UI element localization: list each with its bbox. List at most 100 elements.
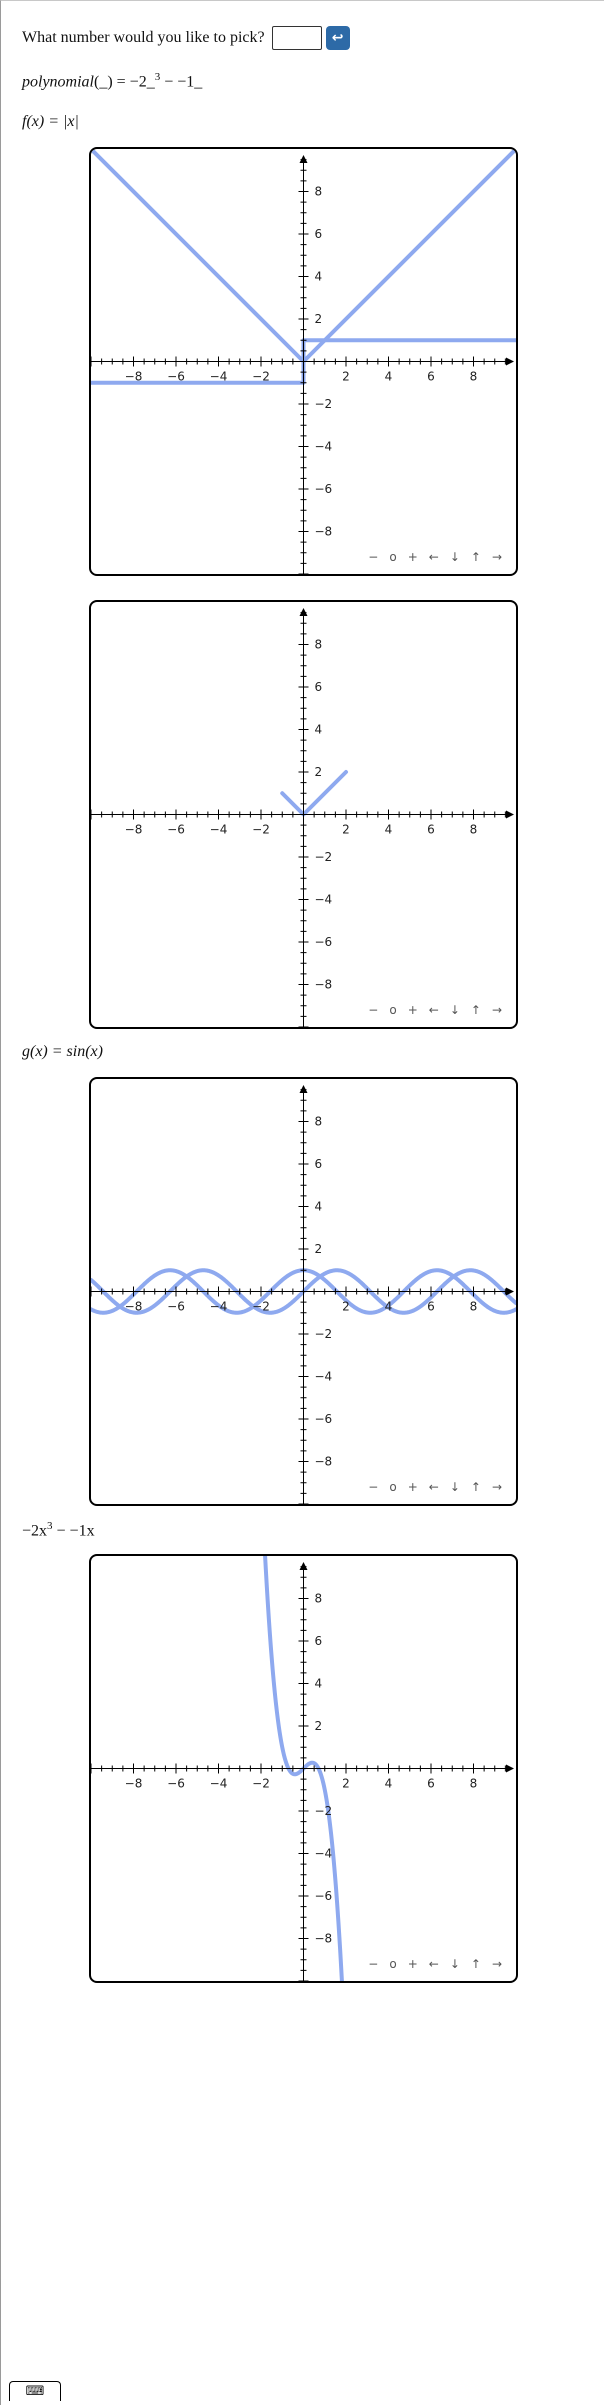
- y-tick-label: 6: [315, 227, 323, 241]
- x-tick-label: 2: [342, 370, 350, 384]
- y-tick-label: −4: [315, 440, 333, 454]
- zoom-in-button[interactable]: +: [407, 1003, 418, 1017]
- polynomial-rest1: = −2_: [112, 73, 155, 91]
- polynomial-formula: polynomial(_) = −2_3 − −1_: [22, 71, 202, 91]
- y-tick-label: −2: [315, 850, 333, 864]
- polynomial-exponent: 3: [154, 71, 161, 83]
- y-tick-label: 6: [315, 1157, 323, 1171]
- graph-f-plot: −8 −6 −4 −2 2 4 6 8 −8 −6 −4 −2 2 4 6 8: [91, 149, 516, 574]
- x-tick-label: 2: [342, 1300, 350, 1314]
- y-tick-label: −2: [315, 1804, 333, 1818]
- answer-input[interactable]: [271, 26, 322, 50]
- x-tick-label: 8: [470, 823, 478, 837]
- y-tick-label: −6: [315, 935, 333, 949]
- x-tick-label: −6: [167, 823, 185, 837]
- zoom-out-button[interactable]: −: [368, 1003, 379, 1017]
- y-tick-label: 2: [315, 1719, 323, 1733]
- y-tick-label: −8: [315, 1455, 333, 1469]
- pan-left-button[interactable]: ←: [428, 1957, 439, 1971]
- x-tick-label: 8: [470, 1777, 478, 1791]
- return-arrow-icon: ↩: [331, 30, 344, 46]
- y-tick-label: −4: [315, 1847, 333, 1861]
- pan-down-button[interactable]: ↓: [449, 1003, 460, 1017]
- y-tick-label: 4: [315, 1677, 323, 1691]
- submit-button[interactable]: ↩: [325, 26, 350, 50]
- x-tick-label: 4: [385, 1777, 393, 1791]
- x-tick-label: 6: [427, 823, 435, 837]
- pan-up-button[interactable]: ↑: [470, 1003, 481, 1017]
- y-tick-label: −6: [315, 482, 333, 496]
- y-tick-label: 6: [315, 1634, 323, 1648]
- y-axis-arrow-icon: [299, 1562, 308, 1570]
- cubic-text: −2x: [22, 1522, 48, 1540]
- g-formula: g(x) = sin(x): [22, 1043, 103, 1060]
- x-axis-arrow-icon: [506, 1764, 514, 1773]
- zoom-reset-button[interactable]: o: [389, 1480, 397, 1494]
- pan-right-button[interactable]: →: [491, 1480, 502, 1494]
- x-tick-label: 4: [385, 1300, 393, 1314]
- pan-left-button[interactable]: ←: [428, 550, 439, 564]
- zoom-out-button[interactable]: −: [368, 1480, 379, 1494]
- graph-g-controls: − o + ← ↓ ↑ →: [368, 1480, 502, 1494]
- x-tick-label: 8: [470, 1300, 478, 1314]
- zoom-out-button[interactable]: −: [368, 1957, 379, 1971]
- y-tick-label: 8: [315, 638, 323, 652]
- zoom-out-button[interactable]: −: [368, 550, 379, 564]
- y-tick-label: 6: [315, 680, 323, 694]
- x-tick-label: −2: [252, 1777, 270, 1791]
- y-tick-label: 2: [315, 765, 323, 779]
- x-axis-arrow-icon: [506, 1287, 514, 1296]
- pan-up-button[interactable]: ↑: [470, 1480, 481, 1494]
- zoom-in-button[interactable]: +: [407, 1957, 418, 1971]
- y-tick-label: 4: [315, 723, 323, 737]
- cubic-formula: −2x3 − −1x: [22, 1520, 95, 1540]
- pan-right-button[interactable]: →: [491, 1957, 502, 1971]
- graph-g[interactable]: −8 −6 −4 −2 2 4 6 8 −8 −6 −4 −2 2 4 6 8 − o + ← ↓ ↑ →: [89, 1077, 518, 1506]
- graph-f[interactable]: −8 −6 −4 −2 2 4 6 8 −8 −6 −4 −2 2 4 6 8 − o + ← ↓ ↑ →: [89, 147, 518, 576]
- y-tick-label: 2: [315, 1242, 323, 1256]
- x-tick-label: −4: [210, 823, 228, 837]
- pan-up-button[interactable]: ↑: [470, 550, 481, 564]
- zoom-in-button[interactable]: +: [407, 1480, 418, 1494]
- graph-f-second-plot: −8 −6 −4 −2 2 4 6 8 −8 −6 −4 −2 2 4 6 8: [91, 608, 514, 1027]
- pan-right-button[interactable]: →: [491, 550, 502, 564]
- pan-up-button[interactable]: ↑: [470, 1957, 481, 1971]
- x-axis-arrow-icon: [506, 357, 514, 366]
- cubic-rest: − −1x: [52, 1522, 95, 1540]
- pan-left-button[interactable]: ←: [428, 1003, 439, 1017]
- graph-cubic[interactable]: −8 −6 −4 −2 2 4 6 8 −8 −6 −4 −2 2 4 6 8 − o + ← ↓ ↑ →: [89, 1554, 518, 1983]
- y-tick-label: −2: [315, 397, 333, 411]
- x-tick-label: −8: [125, 823, 143, 837]
- graph-f-controls: − o + ← ↓ ↑ →: [368, 550, 502, 564]
- x-tick-label: −8: [125, 1300, 143, 1314]
- polynomial-name: polynomial: [22, 73, 94, 91]
- zoom-reset-button[interactable]: o: [389, 1957, 397, 1971]
- pan-right-button[interactable]: →: [491, 1003, 502, 1017]
- pan-down-button[interactable]: ↓: [449, 550, 460, 564]
- y-tick-label: −2: [315, 1327, 333, 1341]
- x-tick-label: 4: [385, 370, 393, 384]
- pan-left-button[interactable]: ←: [428, 1480, 439, 1494]
- pan-down-button[interactable]: ↓: [449, 1957, 460, 1971]
- y-tick-label: 8: [315, 1592, 323, 1606]
- x-tick-label: 6: [427, 370, 435, 384]
- f-formula: f(x) = |x|: [22, 113, 79, 130]
- pan-down-button[interactable]: ↓: [449, 1480, 460, 1494]
- x-axis-arrow-icon: [506, 810, 514, 819]
- y-tick-label: 2: [315, 312, 323, 326]
- x-tick-label: 8: [470, 370, 478, 384]
- x-tick-label: −4: [210, 370, 228, 384]
- graph-f-second[interactable]: −8 −6 −4 −2 2 4 6 8 −8 −6 −4 −2 2 4 6 8 − o + ← ↓ ↑ →: [89, 600, 518, 1029]
- zoom-reset-button[interactable]: o: [389, 550, 397, 564]
- y-tick-label: 4: [315, 270, 323, 284]
- zoom-in-button[interactable]: +: [407, 550, 418, 564]
- x-tick-label: 2: [342, 1777, 350, 1791]
- zoom-reset-button[interactable]: o: [389, 1003, 397, 1017]
- y-tick-label: −6: [315, 1889, 333, 1903]
- x-tick-label: 2: [342, 823, 350, 837]
- x-tick-label: −6: [167, 370, 185, 384]
- y-tick-label: −8: [315, 1932, 333, 1946]
- polynomial-paren: (_): [94, 73, 113, 91]
- x-tick-label: −4: [210, 1777, 228, 1791]
- keyboard-toggle-button[interactable]: ⌨: [9, 2381, 61, 2401]
